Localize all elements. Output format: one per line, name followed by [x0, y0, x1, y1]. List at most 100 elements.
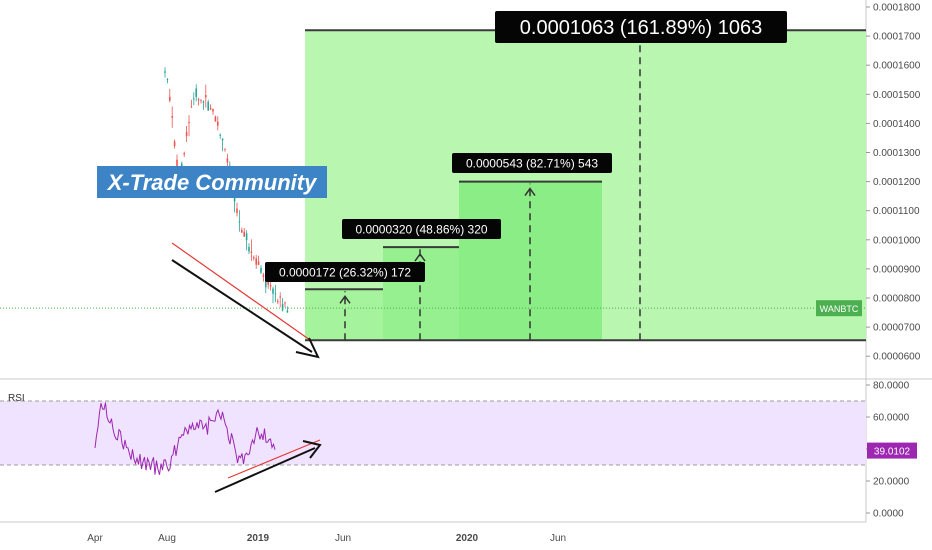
- price-pane: WANBTC 0.0000600 0.0000700 0.0000800 0.00009…: [0, 0, 932, 523]
- target-label-bg-2: [342, 219, 501, 239]
- candle-body: [202, 101, 205, 103]
- rsi-tick-label: 60.0000: [873, 413, 910, 424]
- price-tick-label: 0.0001100: [873, 206, 920, 217]
- price-tick-label: 0.0001800: [873, 3, 921, 14]
- candle-body: [236, 208, 238, 214]
- rsi-arrow-head: [302, 440, 322, 459]
- target-label-1: 0.0000172 (26.32%) 172: [279, 265, 411, 279]
- candle-body: [245, 233, 248, 241]
- candle-body: [267, 281, 269, 285]
- x-tick-label: 2020: [456, 533, 479, 544]
- candle-body: [243, 231, 245, 237]
- candle-body: [224, 148, 226, 150]
- price-tick-label: 0.0001000: [873, 235, 921, 246]
- candle-body: [197, 99, 200, 101]
- watermark-bg: [97, 166, 327, 198]
- rsi-band: [0, 401, 866, 465]
- candle-body: [272, 288, 274, 294]
- candle-body: [221, 138, 224, 141]
- candle-body: [173, 141, 176, 146]
- target-zone-2: [383, 247, 459, 341]
- candle-body: [279, 296, 281, 298]
- candle-body: [262, 274, 265, 277]
- price-black-arrow-line: [171, 259, 313, 353]
- rsi-label: RSI: [8, 393, 25, 404]
- rsi-tick-label: 20.0000: [873, 477, 910, 488]
- candle-body: [217, 121, 219, 126]
- candle-body: [269, 285, 272, 287]
- candle-body: [205, 95, 207, 98]
- symbol-badge: WANBTC: [820, 304, 859, 314]
- price-arrow-head: [295, 337, 320, 359]
- candle-body: [188, 122, 190, 124]
- x-tick-label: 2019: [247, 533, 270, 544]
- price-tick-label: 0.0000800: [873, 294, 921, 305]
- candle-body: [284, 302, 286, 304]
- candle-body: [190, 106, 193, 108]
- rsi-value-badge: 39.0102: [874, 447, 911, 458]
- target-label-4: 0.0001063 (161.89%) 1063: [520, 17, 762, 39]
- candle-body: [185, 132, 188, 137]
- x-tick-label: Jun: [550, 533, 566, 544]
- candle-body: [253, 257, 255, 259]
- target-label-3: 0.0000543 (82.71%) 543: [466, 156, 598, 170]
- candle-body: [176, 159, 178, 172]
- candle-body: [171, 116, 173, 118]
- price-tick-label: 0.0001600: [873, 61, 921, 72]
- target-label-bg-3: [452, 153, 612, 173]
- price-tick-label: 0.0001300: [873, 148, 921, 159]
- rsi-line: [94, 402, 276, 475]
- candle-body: [260, 267, 262, 273]
- candle-body: [207, 101, 209, 111]
- candle-body: [181, 163, 183, 167]
- target-label-bg-4: [495, 11, 787, 43]
- candle-body: [166, 79, 169, 81]
- target-arrow-2: [414, 252, 426, 262]
- candle-body: [286, 310, 289, 313]
- candle-body: [209, 107, 212, 110]
- target-arrow-3: [524, 187, 536, 197]
- price-tick-label: 0.0000700: [873, 323, 921, 334]
- candle-body: [250, 251, 253, 253]
- rsi-value-badge-bg: [867, 442, 917, 459]
- candle-body: [169, 96, 171, 101]
- candle-body: [183, 153, 185, 155]
- price-tick-label: 0.0001200: [873, 177, 921, 188]
- price-tick-label: 0.0000900: [873, 264, 921, 275]
- target-arrow-1: [339, 294, 351, 304]
- rsi-pane: RSI0.000020.000040.000060.000080.000039.…: [0, 381, 917, 520]
- rsi-tick-label: 80.0000: [873, 381, 910, 392]
- rsi-red-trendline: [227, 439, 321, 479]
- candle-body: [277, 301, 279, 303]
- candle-body: [238, 221, 241, 223]
- candle-body: [164, 71, 166, 73]
- price-tick-label: 0.0000600: [873, 352, 921, 363]
- candle-body: [281, 303, 284, 311]
- candle-body: [248, 246, 250, 252]
- price-red-trendline: [171, 242, 311, 341]
- price-tick-label: 0.0001500: [873, 90, 921, 101]
- candle-body: [257, 261, 260, 265]
- target-label-2: 0.0000320 (48.86%) 320: [355, 222, 487, 236]
- candle-body: [219, 134, 221, 136]
- overlays: 0.0000172 (26.32%) 172 0.0000320 (48.86%)…: [97, 11, 787, 282]
- x-tick-label: Apr: [87, 533, 103, 544]
- x-axis: Apr Aug 2019 Jun 2020 Jun: [87, 533, 566, 544]
- symbol-badge-bg: [816, 300, 862, 317]
- price-tick-label: 0.0001700: [873, 32, 921, 43]
- candle-body: [212, 109, 214, 112]
- candle-body: [255, 258, 257, 265]
- rsi-black-arrow-line: [214, 447, 316, 493]
- price-tick-label: 0.0001400: [873, 119, 921, 130]
- candle-body: [241, 229, 243, 233]
- watermark-text: X-Trade Community: [106, 170, 318, 195]
- x-tick-label: Jun: [335, 533, 351, 544]
- candle-body: [193, 98, 195, 100]
- candle-body: [226, 158, 229, 163]
- rsi-tick-label: 0.0000: [873, 509, 904, 520]
- candle-body: [274, 293, 277, 295]
- candle-body: [214, 116, 217, 122]
- candle-body: [195, 88, 197, 97]
- target-label-bg-1: [265, 262, 425, 282]
